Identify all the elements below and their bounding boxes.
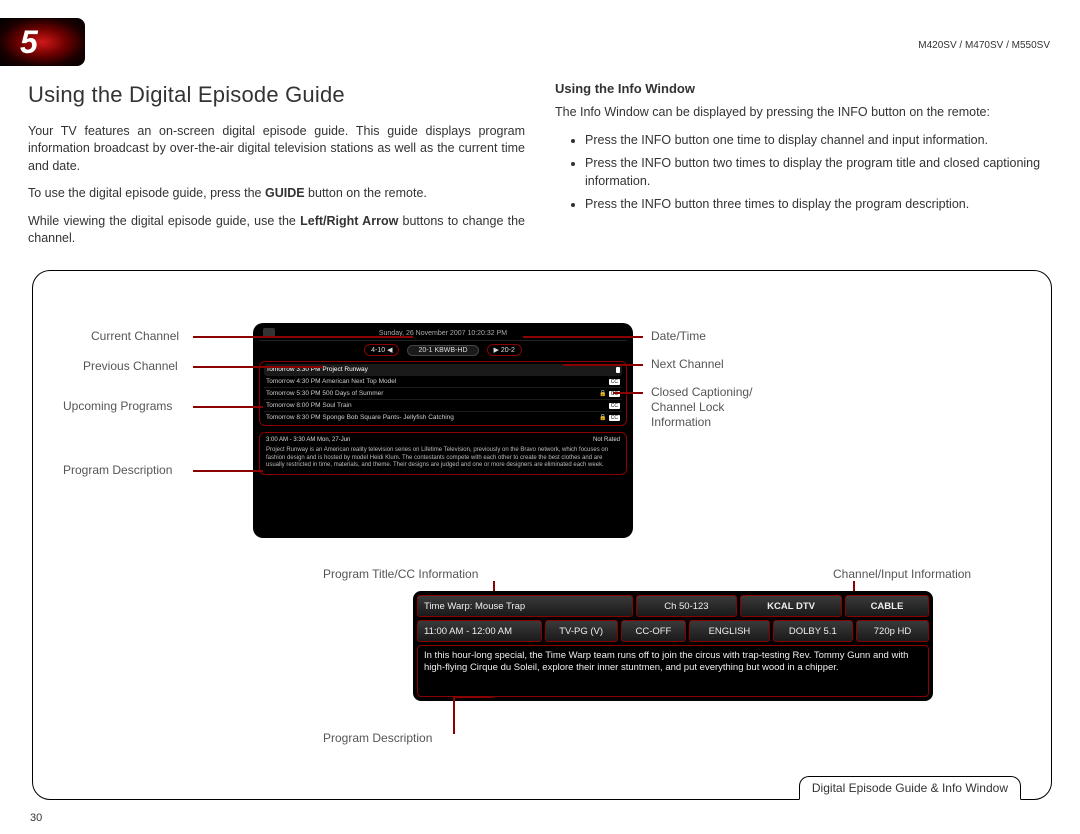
bullet-2: Press the INFO button two times to displ…	[585, 155, 1052, 190]
info-time: 11:00 AM - 12:00 AM	[417, 620, 542, 642]
guide-screenshot: Sunday, 26 November 2007 10:20:32 PM 4-1…	[253, 323, 633, 538]
callout-next-channel: Next Channel	[651, 357, 724, 371]
callout-prog-title: Program Title/CC Information	[323, 567, 478, 581]
callout-ch-input: Channel/Input Information	[833, 567, 971, 581]
bullet-3: Press the INFO button three times to dis…	[585, 196, 1052, 214]
left-p2: To use the digital episode guide, press …	[28, 185, 525, 203]
callout-cc-c: Information	[651, 415, 711, 429]
callout-datetime: Date/Time	[651, 329, 706, 343]
info-channel: Ch 50-123	[636, 595, 738, 617]
footer-label: Digital Episode Guide & Info Window	[799, 776, 1021, 800]
info-description: In this hour-long special, the Time Warp…	[417, 645, 929, 697]
info-input: CABLE	[845, 595, 929, 617]
info-audio: DOLBY 5.1	[773, 620, 853, 642]
left-title: Using the Digital Episode Guide	[28, 80, 525, 111]
info-window-screenshot: Time Warp: Mouse Trap Ch 50-123 KCAL DTV…	[413, 591, 933, 701]
left-p1: Your TV features an on-screen digital ep…	[28, 123, 525, 176]
info-rating: TV-PG (V)	[545, 620, 618, 642]
info-row-2: 11:00 AM - 12:00 AM TV-PG (V) CC-OFF ENG…	[417, 620, 929, 642]
left-column: Using the Digital Episode Guide Your TV …	[28, 80, 525, 258]
guide-channel-row: 4-10 ◀ 20-1 KBWB-HD ▶ 20-2	[259, 343, 627, 357]
callout-upcoming: Upcoming Programs	[63, 399, 172, 413]
info-cc: CC-OFF	[621, 620, 687, 642]
callout-prev-channel: Previous Channel	[83, 359, 178, 373]
prev-channel-pill: 4-10 ◀	[364, 344, 399, 356]
callout-line	[613, 392, 643, 394]
content-columns: Using the Digital Episode Guide Your TV …	[28, 80, 1052, 258]
callout-line	[563, 364, 643, 366]
info-row-1: Time Warp: Mouse Trap Ch 50-123 KCAL DTV…	[417, 595, 929, 617]
callout-cc-b: Channel Lock	[651, 400, 724, 414]
page-number: 30	[30, 812, 42, 824]
callout-prog-desc2: Program Description	[323, 731, 432, 745]
guide-description-box: 3:00 AM - 3:30 AM Mon, 27-JunNot Rated P…	[259, 432, 627, 475]
callout-current-channel: Current Channel	[91, 329, 179, 343]
chapter-number: 5	[20, 24, 38, 61]
diagram-container: Sunday, 26 November 2007 10:20:32 PM 4-1…	[32, 270, 1052, 800]
guide-row: Tomorrow 8:00 PM Soul TrainCC	[264, 400, 622, 412]
callout-line	[193, 336, 413, 338]
callout-line	[453, 696, 455, 734]
callout-line	[193, 470, 263, 472]
chapter-badge: 5	[0, 18, 85, 66]
right-title: Using the Info Window	[555, 80, 1052, 98]
guide-row: Tomorrow 5:30 PM 500 Days of Summer🔒CC	[264, 388, 622, 400]
info-chname: KCAL DTV	[740, 595, 842, 617]
guide-desc-text: Project Runway is an American reality te…	[266, 447, 620, 470]
callout-line	[193, 366, 323, 368]
info-res: 720p HD	[856, 620, 929, 642]
left-p3: While viewing the digital episode guide,…	[28, 213, 525, 248]
callout-cc-a: Closed Captioning/	[651, 385, 752, 399]
guide-row: Tomorrow 4:30 PM American Next Top Model…	[264, 376, 622, 388]
callout-line	[523, 336, 643, 338]
callout-prog-desc: Program Description	[63, 463, 172, 477]
info-lang: ENGLISH	[689, 620, 769, 642]
guide-topbar: Sunday, 26 November 2007 10:20:32 PM	[259, 327, 627, 341]
current-channel-pill: 20-1 KBWB-HD	[407, 345, 478, 356]
guide-row: Tomorrow 8:30 PM Sponge Bob Square Pants…	[264, 412, 622, 423]
guide-program-list: Tomorrow 3:30 PM Project Runway Tomorrow…	[259, 361, 627, 426]
model-info: M420SV / M470SV / M550SV	[918, 40, 1050, 51]
right-bullets: Press the INFO button one time to displa…	[585, 132, 1052, 214]
bullet-1: Press the INFO button one time to displa…	[585, 132, 1052, 150]
next-channel-pill: ▶ 20-2	[487, 344, 522, 356]
right-column: Using the Info Window The Info Window ca…	[555, 80, 1052, 258]
right-p1: The Info Window can be displayed by pres…	[555, 104, 1052, 122]
info-title: Time Warp: Mouse Trap	[417, 595, 633, 617]
callout-line	[453, 696, 493, 698]
callout-line	[193, 406, 263, 408]
